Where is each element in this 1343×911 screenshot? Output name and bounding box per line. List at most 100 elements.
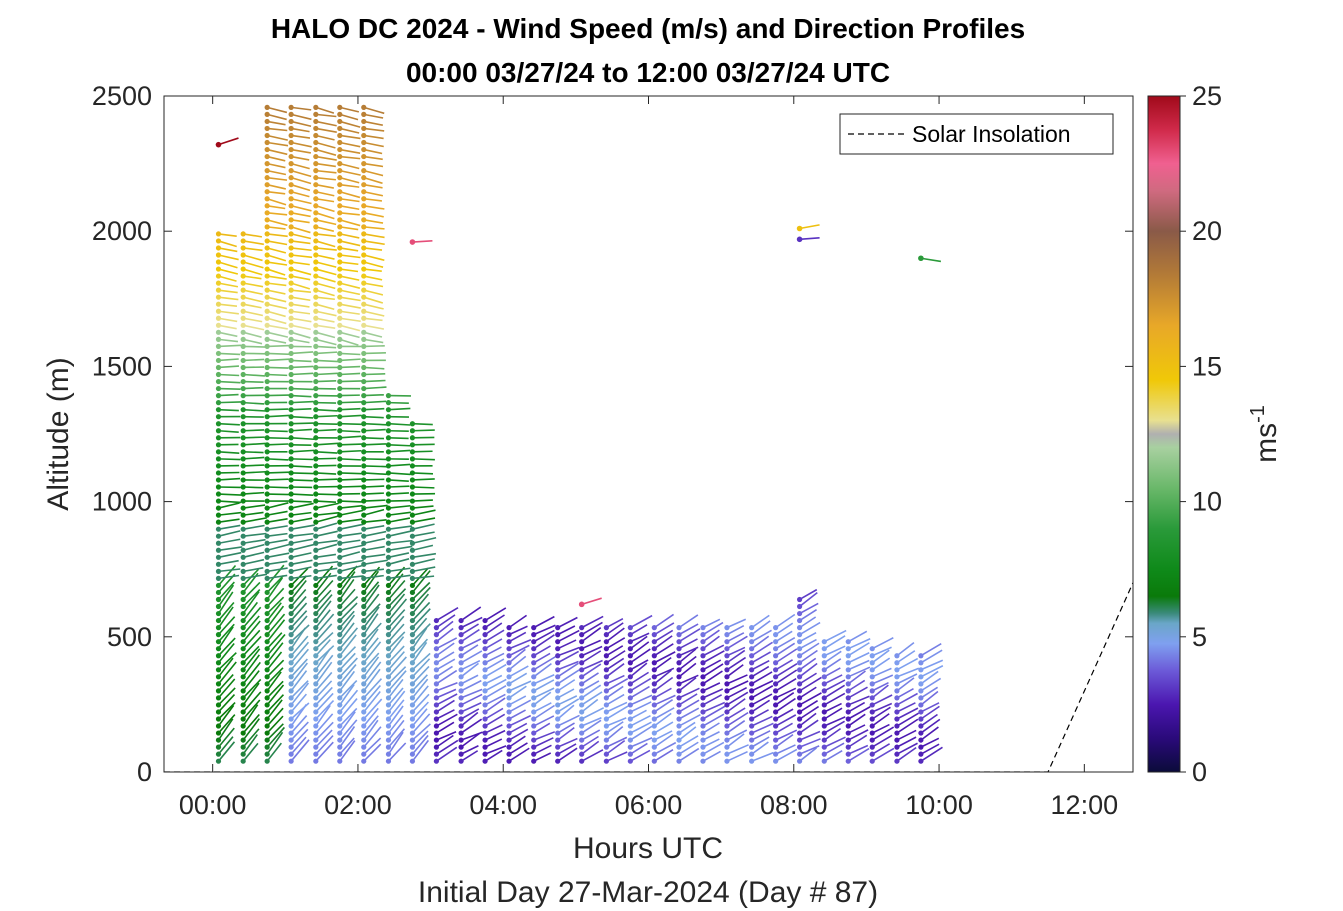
wind-barb (775, 636, 796, 650)
wind-barb-dot (313, 646, 319, 652)
wind-barb (266, 633, 286, 657)
wind-barb-dot (264, 554, 270, 560)
wind-barb (339, 532, 362, 538)
wind-barb (266, 247, 287, 254)
wind-barb-dot (288, 294, 294, 300)
wind-barb (920, 743, 940, 755)
wind-barb-dot (215, 315, 222, 321)
wind-barb (896, 650, 916, 664)
wind-barb (411, 730, 429, 748)
wind-barb (218, 568, 241, 573)
wind-barb-dot (288, 617, 294, 624)
wind-barb-dot (651, 667, 657, 673)
wind-barb (508, 709, 526, 720)
wind-barb (267, 394, 290, 397)
wind-barb-dot (264, 442, 270, 448)
wind-barb (411, 739, 430, 762)
wind-barb (751, 629, 772, 643)
wind-barb-dot (409, 463, 416, 469)
wind-barb (217, 727, 235, 748)
wind-barb-dot (361, 132, 367, 139)
wind-barb (217, 736, 234, 755)
wind-barb (847, 706, 871, 720)
wind-barb-dot (288, 308, 294, 314)
wind-barb-dot (361, 273, 367, 279)
y-axis-label: Altitude (m) (42, 357, 75, 510)
wind-barb-dot (264, 161, 270, 167)
wind-barb (243, 491, 265, 495)
wind-barb-dot (700, 737, 706, 743)
wind-barb (291, 436, 315, 441)
wind-barb-dot (796, 744, 803, 750)
wind-barb (339, 268, 359, 273)
wind-barb-dot (409, 723, 416, 729)
wind-barb-dot (337, 596, 343, 603)
wind-barb (508, 631, 527, 643)
wind-barb-dot (869, 730, 875, 736)
wind-barb-dot (215, 421, 222, 427)
wind-barb-dot (409, 674, 416, 680)
wind-barb (363, 668, 381, 692)
wind-barb-dot (215, 252, 222, 258)
wind-barb-dot (676, 681, 682, 687)
wind-barb (267, 518, 288, 523)
wind-barb-dot (409, 568, 416, 574)
wind-barb (508, 747, 530, 762)
wind-barb-dot (869, 688, 875, 694)
wind-barb (775, 630, 793, 643)
wind-barb-dot (361, 329, 367, 335)
wind-barb-dot (337, 554, 343, 560)
wind-barb (363, 324, 385, 330)
wind-barb (218, 500, 242, 504)
wind-barb (363, 148, 383, 155)
wind-barb-dot (288, 245, 294, 251)
wind-barb-dot (361, 751, 367, 757)
wind-barb-dot (385, 716, 392, 722)
wind-barb (581, 659, 603, 671)
wind-barb (218, 324, 237, 330)
wind-barb (291, 574, 312, 580)
wind-barb-dot (555, 695, 561, 701)
wind-barb (290, 662, 308, 685)
wind-barb (267, 414, 290, 418)
wind-barb-dot (264, 575, 270, 581)
wind-barb (581, 621, 603, 636)
wind-barb (388, 558, 410, 566)
wind-barb (315, 600, 332, 622)
wind-barb-dot (676, 751, 682, 757)
wind-barb-dot (313, 385, 319, 392)
wind-barb (290, 176, 312, 185)
wind-barb (339, 190, 361, 199)
wind-barb (557, 669, 580, 685)
wind-barb-dot (869, 702, 875, 708)
wind-barb-dot (288, 343, 294, 349)
wind-barb (363, 443, 387, 446)
wind-barb-dot (579, 674, 585, 680)
wind-barb (217, 637, 236, 657)
wind-barb-dot (337, 442, 343, 448)
wind-barb-dot (240, 625, 246, 631)
wind-barb-dot (458, 688, 464, 694)
wind-barb-dot (264, 343, 270, 349)
wind-barb (290, 524, 315, 530)
wind-barb (266, 659, 285, 678)
wind-barb (847, 695, 870, 706)
wind-barb (291, 449, 315, 453)
wind-barb-dot (215, 287, 222, 293)
wind-barb-dot (385, 589, 392, 596)
wind-barb-isolated-dot (409, 239, 416, 245)
wind-barb-dot (337, 435, 343, 441)
wind-barb (266, 715, 284, 734)
wind-barb (339, 565, 358, 586)
wind-barb (871, 684, 889, 699)
wind-barb-dot (313, 252, 319, 258)
wind-barb (799, 676, 822, 692)
wind-barb (702, 621, 724, 636)
wind-barb (315, 686, 333, 706)
wind-barb (339, 204, 360, 211)
wind-barb (339, 155, 361, 160)
wind-barb (799, 657, 817, 671)
wind-barb-dot (700, 646, 706, 652)
x-tick-label: 02:00 (324, 790, 392, 820)
